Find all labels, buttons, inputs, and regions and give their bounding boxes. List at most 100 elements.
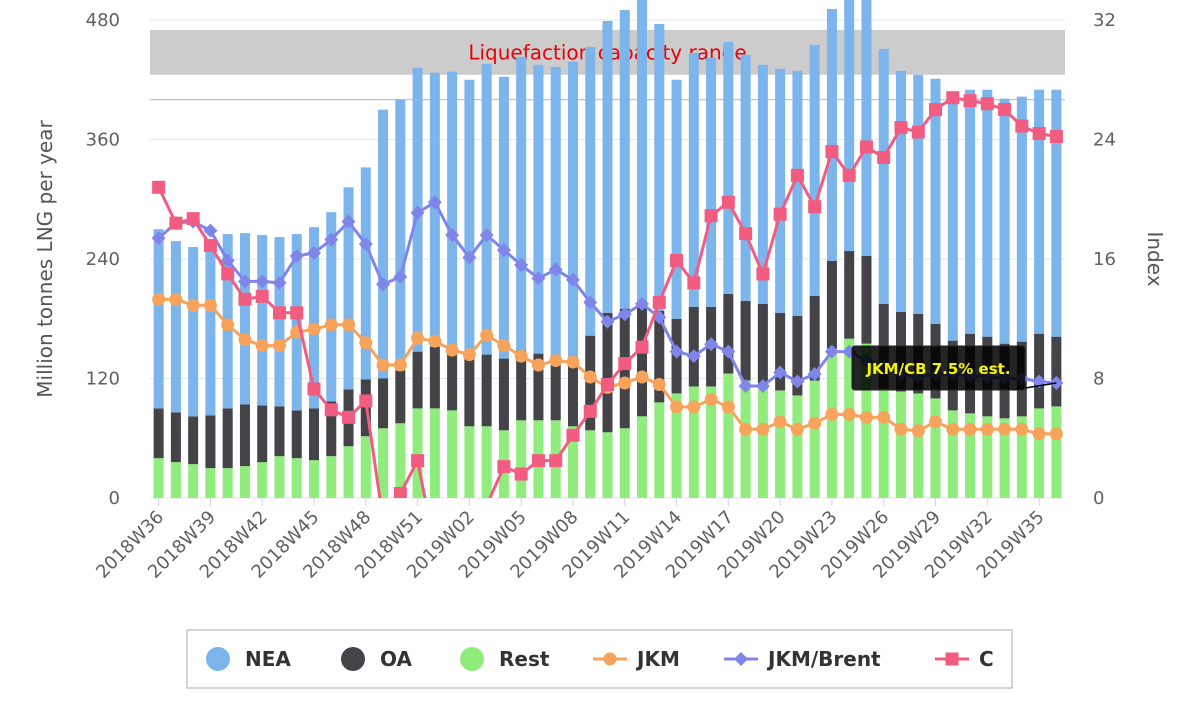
bar-rest-2019W18 bbox=[740, 380, 751, 498]
point-c-2019W12 bbox=[635, 340, 649, 354]
bar-rest-2019W09 bbox=[585, 430, 596, 498]
bar-nea-2019W15 bbox=[688, 52, 699, 307]
bar-nea-2019W19 bbox=[757, 64, 768, 304]
point-c-2018W37 bbox=[169, 216, 183, 230]
y-left-tick-0: 0 bbox=[109, 488, 120, 509]
bar-nea-2018W50 bbox=[395, 99, 406, 371]
point-jkm-2018W47 bbox=[342, 318, 356, 332]
point-jkm-brent-2018W49 bbox=[376, 277, 391, 292]
point-jkm-brent-2019W05 bbox=[514, 257, 529, 272]
bar-nea-2018W37 bbox=[170, 241, 181, 413]
point-jkm-2019W13 bbox=[652, 377, 666, 391]
point-jkm-2019W35 bbox=[1032, 427, 1046, 441]
bar-rest-2019W30 bbox=[947, 410, 958, 498]
bar-oa-2019W08 bbox=[567, 358, 578, 427]
bar-oa-2019W20 bbox=[775, 312, 786, 391]
point-jkm-2018W52 bbox=[428, 334, 442, 348]
bar-nea-2019W29 bbox=[930, 78, 941, 324]
point-jkm-brent-2019W12 bbox=[635, 296, 650, 311]
bar-nea-2019W03 bbox=[481, 63, 492, 355]
point-jkm-brent-2019W19 bbox=[755, 378, 770, 393]
point-jkm-2018W40 bbox=[221, 318, 235, 332]
bar-oa-2018W36 bbox=[153, 408, 164, 459]
legend-item-oa: OA bbox=[341, 647, 412, 671]
point-c-2019W20 bbox=[773, 207, 787, 221]
bar-nea-2019W20 bbox=[775, 68, 786, 313]
point-jkm-2019W09 bbox=[583, 370, 597, 384]
point-jkm-2018W45 bbox=[307, 322, 321, 336]
bar-nea-2019W07 bbox=[550, 66, 561, 356]
point-jkm-2019W19 bbox=[756, 422, 770, 436]
point-jkm-2019W08 bbox=[566, 355, 580, 369]
point-c-2018W38 bbox=[186, 212, 200, 226]
point-c-2018W51 bbox=[411, 454, 425, 468]
bar-rest-2019W28 bbox=[913, 393, 924, 498]
point-c-2019W27 bbox=[894, 121, 908, 135]
bar-oa-2019W03 bbox=[481, 354, 492, 427]
legend-marker-jkm bbox=[603, 652, 617, 666]
point-c-2019W15 bbox=[687, 276, 701, 290]
point-jkm-brent-2018W52 bbox=[427, 195, 442, 210]
point-c-2018W42 bbox=[255, 289, 269, 303]
index-lines bbox=[151, 91, 1064, 512]
bar-oa-2019W35 bbox=[1034, 333, 1045, 409]
point-jkm-2019W31 bbox=[963, 422, 977, 436]
bar-oa-2019W10 bbox=[602, 312, 613, 433]
bar-oa-2018W41 bbox=[239, 404, 250, 467]
point-jkm-2019W07 bbox=[549, 354, 563, 368]
point-jkm-brent-2019W17 bbox=[721, 344, 736, 359]
bar-rest-2019W01 bbox=[447, 410, 458, 498]
point-jkm-brent-2018W39 bbox=[203, 223, 218, 238]
point-jkm-brent-2019W15 bbox=[686, 349, 701, 364]
point-jkm-2019W03 bbox=[480, 328, 494, 342]
bar-rest-2018W44 bbox=[291, 458, 302, 498]
point-jkm-2018W38 bbox=[186, 298, 200, 312]
point-jkm-brent-2019W20 bbox=[773, 365, 788, 380]
point-c-2018W40 bbox=[221, 267, 235, 281]
point-jkm-brent-2018W44 bbox=[289, 249, 304, 264]
bar-nea-2019W34 bbox=[1016, 96, 1027, 342]
bar-oa-2018W51 bbox=[412, 351, 423, 409]
bar-rest-2019W21 bbox=[792, 395, 803, 498]
bar-nea-2019W13 bbox=[654, 23, 665, 311]
point-c-2019W16 bbox=[704, 209, 718, 223]
legend-item-c: C bbox=[935, 647, 994, 671]
point-c-2019W35 bbox=[1032, 127, 1046, 141]
point-jkm-brent-2019W02 bbox=[462, 250, 477, 265]
point-jkm-2019W12 bbox=[635, 370, 649, 384]
legend-swatch-nea bbox=[206, 647, 230, 671]
point-jkm-2018W50 bbox=[393, 358, 407, 372]
bar-rest-2018W39 bbox=[205, 468, 216, 498]
point-c-2019W22 bbox=[808, 200, 822, 214]
bar-nea-2019W27 bbox=[895, 70, 906, 312]
point-c-2019W19 bbox=[756, 267, 770, 281]
point-jkm-brent-2019W16 bbox=[704, 337, 719, 352]
bar-nea-2019W31 bbox=[965, 89, 976, 334]
y-left-tick-120: 120 bbox=[86, 369, 120, 390]
bar-nea-2018W42 bbox=[257, 235, 268, 406]
point-jkm-brent-2018W41 bbox=[237, 274, 252, 289]
point-jkm-brent-2019W21 bbox=[790, 374, 805, 389]
bar-rest-2018W48 bbox=[360, 436, 371, 498]
point-jkm-2019W05 bbox=[514, 349, 528, 363]
legend-item-rest: Rest bbox=[460, 647, 550, 671]
point-jkm-2019W02 bbox=[462, 348, 476, 362]
bar-nea-2019W10 bbox=[602, 20, 613, 313]
point-jkm-2019W01 bbox=[445, 343, 459, 357]
point-c-2019W03 bbox=[480, 499, 493, 512]
bar-oa-2018W46 bbox=[326, 401, 337, 457]
bar-rest-2018W42 bbox=[257, 462, 268, 498]
point-c-2019W23 bbox=[825, 144, 839, 158]
bar-oa-2019W18 bbox=[740, 300, 751, 381]
bar-rest-2018W45 bbox=[309, 460, 320, 498]
bar-oa-2019W05 bbox=[516, 350, 527, 421]
legend-label-jkm: JKM bbox=[635, 647, 680, 671]
point-c-2019W13 bbox=[652, 295, 666, 309]
bar-rest-2019W29 bbox=[930, 398, 941, 498]
point-c-2018W50 bbox=[393, 487, 407, 498]
bar-rest-2019W22 bbox=[809, 380, 820, 498]
point-c-2018W46 bbox=[324, 403, 338, 417]
y-left-tick-240: 240 bbox=[86, 249, 120, 270]
bar-rest-2018W52 bbox=[429, 408, 440, 498]
bar-rest-2018W43 bbox=[274, 456, 285, 498]
